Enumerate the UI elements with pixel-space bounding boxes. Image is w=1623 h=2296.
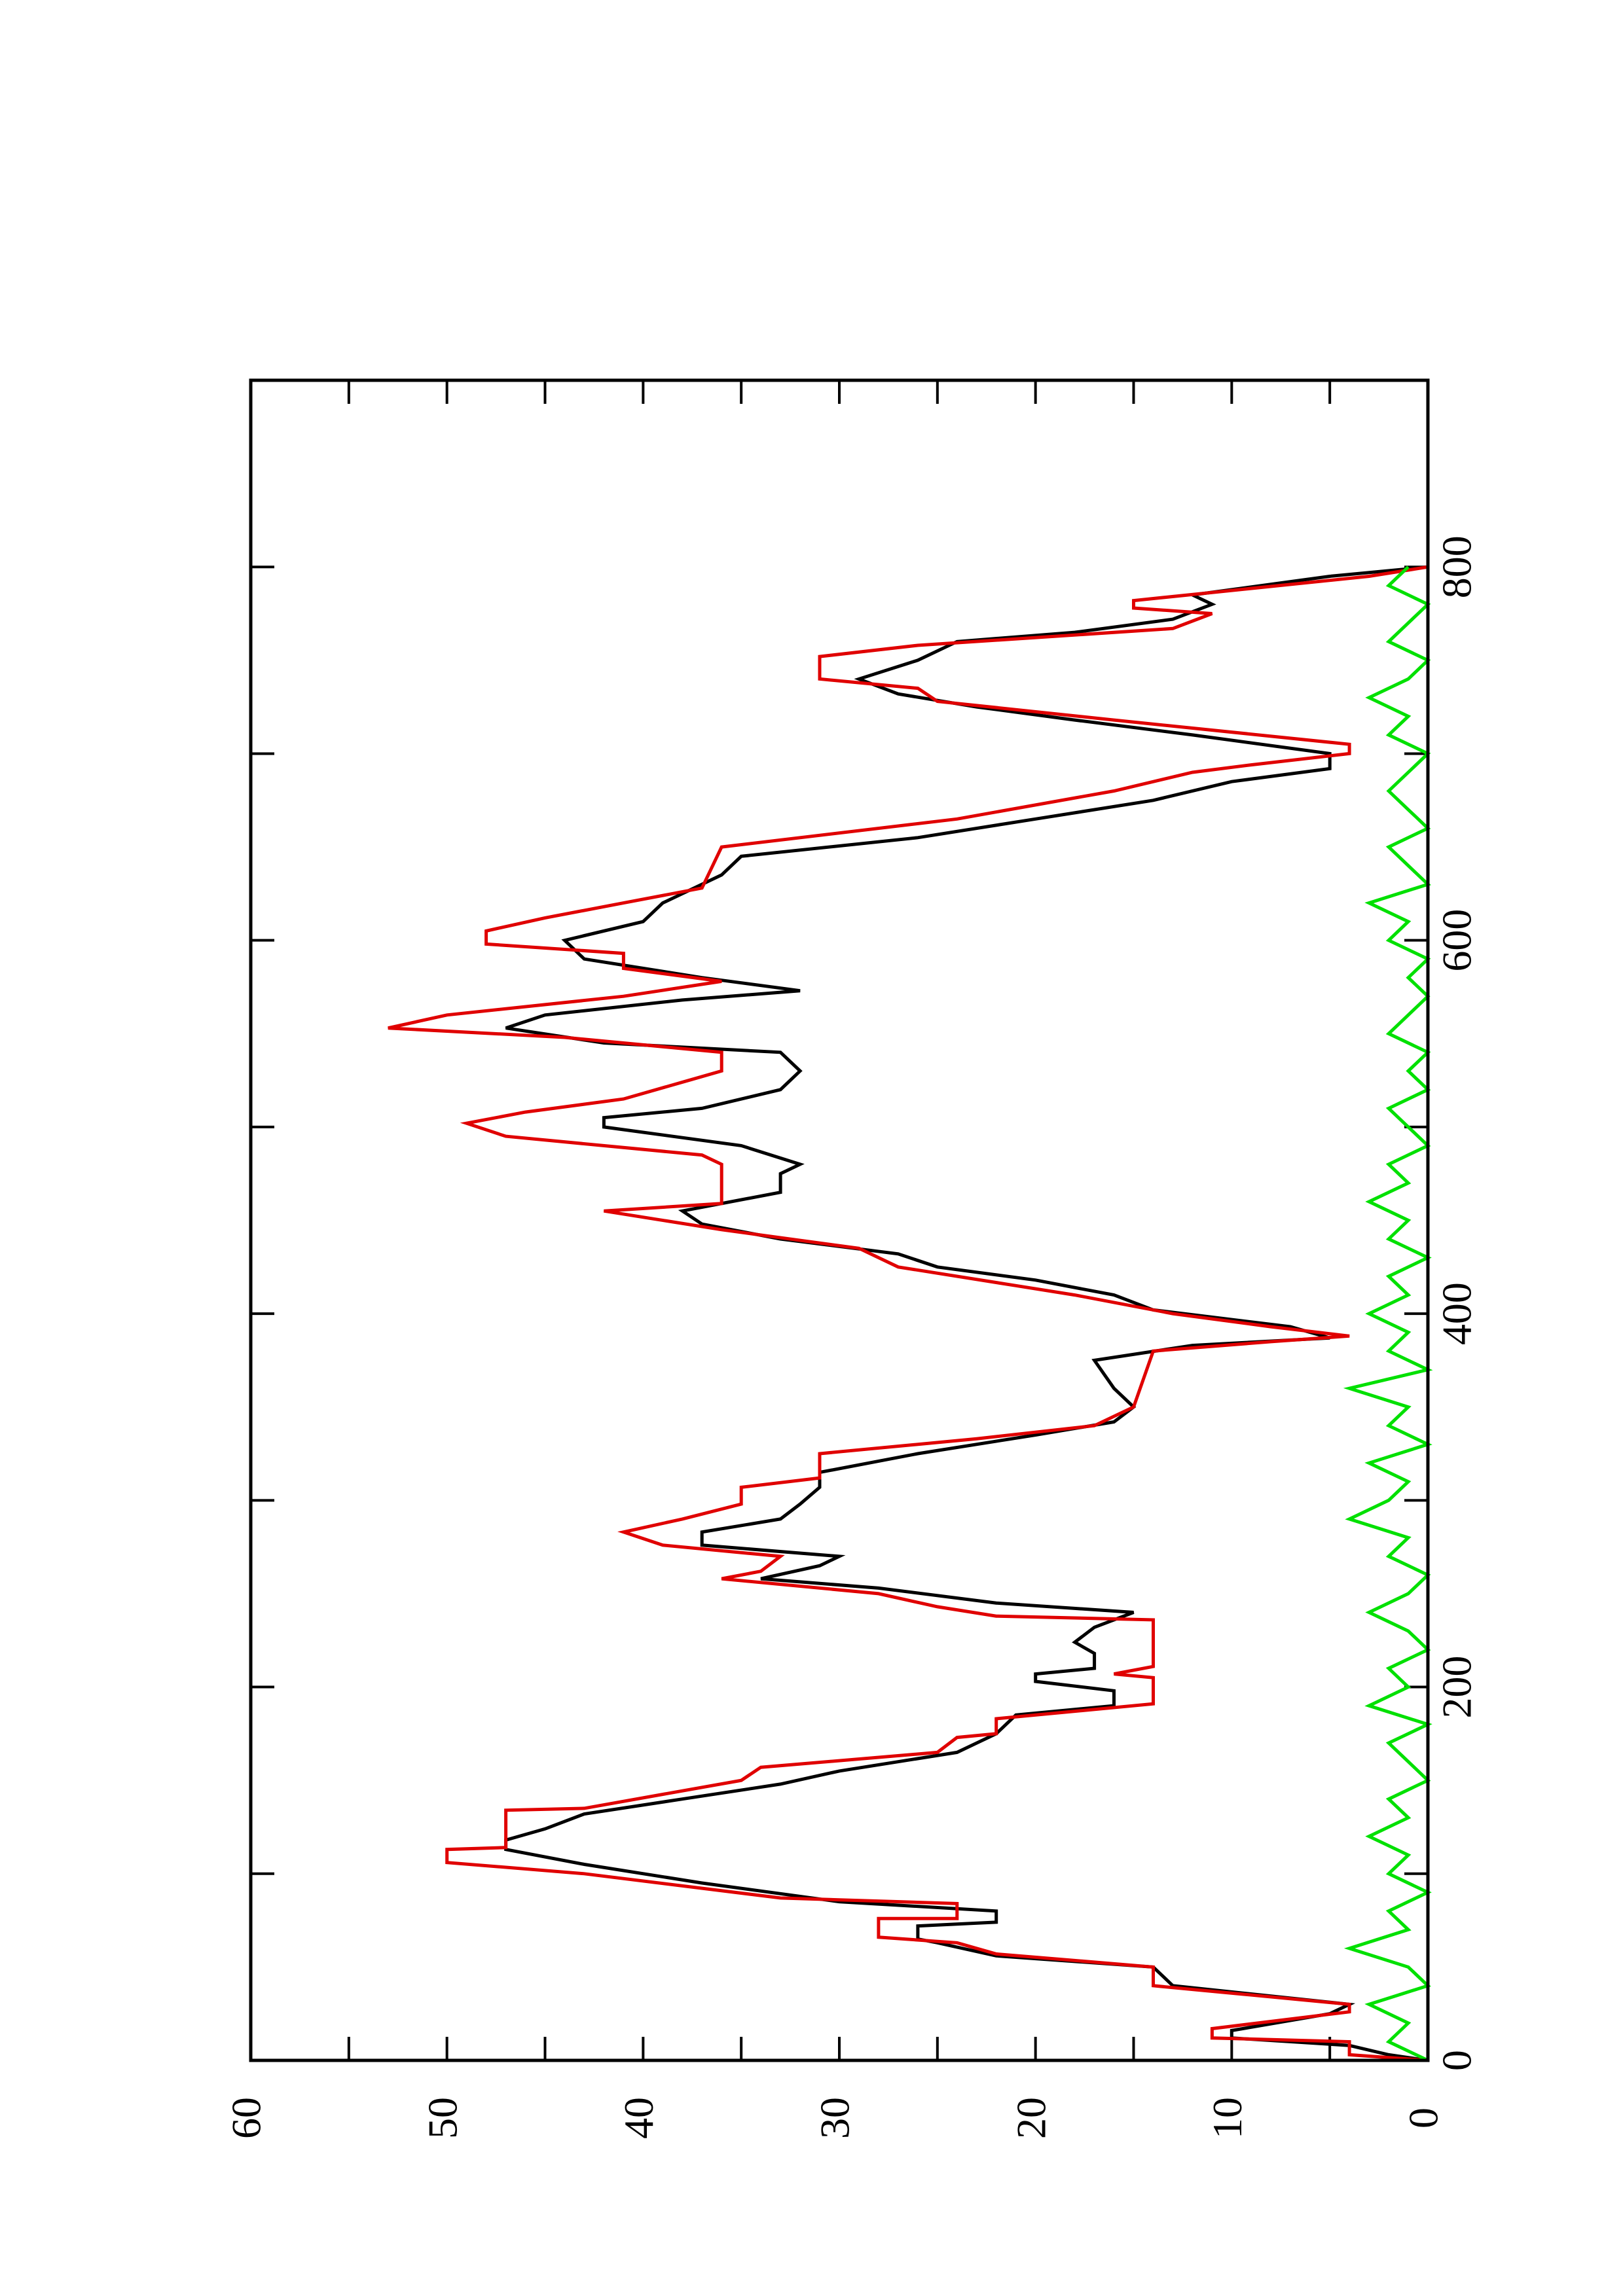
y-tick-label: 50 [419,2097,465,2139]
x-tick-label: 800 [1434,535,1480,598]
x-tick-label: 0 [1434,2050,1480,2071]
x-tick-label: 600 [1434,909,1480,972]
y-tick-label: 0 [1400,2108,1447,2128]
data-line [504,565,1429,2062]
y-tick-label: 60 [223,2097,270,2139]
y-tick-label: 10 [1204,2097,1250,2139]
plot-frame [249,378,1430,2062]
data-line [1343,565,1433,2062]
x-tick-label: 400 [1434,1282,1480,1345]
y-tick-label: 40 [615,2097,662,2139]
x-tick-label: 200 [1434,1656,1480,1719]
y-tick-label: 30 [812,2097,858,2139]
data-line [388,565,1429,2062]
y-tick-label: 20 [1008,2097,1054,2139]
